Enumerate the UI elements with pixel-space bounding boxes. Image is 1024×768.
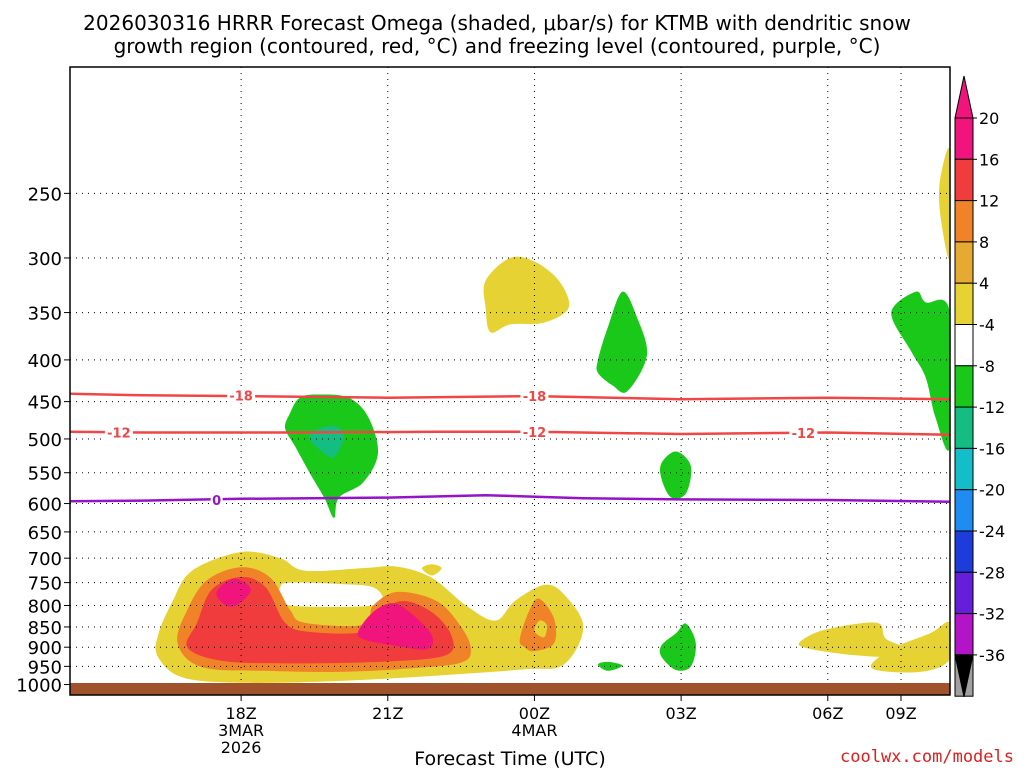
plot-frame — [69, 66, 951, 696]
colorbar-bottom-arrow — [954, 654, 974, 698]
y-tick-label-900: 900 — [28, 638, 62, 659]
colorbar-swatch-4 — [954, 282, 974, 326]
colorbar-label-1: 16 — [979, 150, 999, 169]
x-tick-label-03Z: 03Z — [665, 704, 696, 723]
contour-label-2: -12 — [107, 427, 131, 442]
contour-label-4: -12 — [792, 427, 816, 442]
contour-label-bg-5 — [210, 492, 223, 507]
colorbar-swatch-1 — [954, 158, 974, 202]
y-tick-label-250: 250 — [28, 184, 62, 205]
colorbar-swatch-12 — [954, 613, 974, 656]
x-tick-label-06Z: 06Z — [812, 704, 843, 723]
ground-strip — [70, 683, 950, 695]
colorbar-label-8: -16 — [979, 439, 1005, 458]
omega-region-pink-20-east — [357, 603, 434, 650]
x-tick-label-18Z-sub1: 3MAR — [218, 721, 264, 740]
chart-title-line1: 2026030316 HRRR Forecast Omega (shaded, … — [83, 11, 911, 35]
contour-label-0: -18 — [229, 389, 253, 404]
colorbar-label-4: 4 — [979, 274, 989, 293]
y-tick-label-350: 350 — [28, 304, 62, 325]
omega-shaded-regions — [155, 148, 950, 683]
omega-region-yellow-upper — [483, 256, 570, 333]
contour-label-bg-0 — [227, 388, 256, 403]
colorbar-label-9: -20 — [979, 481, 1005, 500]
contour-dendritic-top — [69, 392, 951, 401]
watermark: coolwx.com/models — [840, 747, 1014, 767]
contour-label-1: -18 — [523, 390, 547, 405]
x-tick-label-18Z-sub2: 2026 — [221, 738, 262, 757]
colorbar-label-12: -32 — [979, 605, 1005, 624]
omega-region-green-upper-east — [596, 291, 648, 393]
contour-freezing-level — [69, 493, 951, 504]
colorbar-swatch-8 — [954, 447, 974, 491]
colorbar-swatch-6 — [954, 365, 974, 408]
plot-area: -18 -18 -12 -12 -12 0 — [69, 66, 951, 696]
colorbar-label-3: 8 — [979, 233, 989, 252]
contour-label-bg-1 — [520, 389, 549, 404]
colorbar-swatch-2 — [954, 200, 974, 243]
y-tick-label-1000: 1000 — [16, 676, 62, 697]
colorbar-swatch-5 — [954, 324, 974, 367]
omega-region-pink-20-west — [216, 578, 251, 607]
colorbar-swatch-11 — [954, 571, 974, 615]
contour-label-3: -12 — [523, 426, 547, 441]
y-tick-label-700: 700 — [28, 549, 62, 570]
x-tick-label-00Z: 00Z — [519, 704, 550, 723]
omega-region-yellow-center — [422, 564, 442, 576]
y-axis: 2503003504004505005506006507007508008509… — [16, 184, 70, 697]
y-tick-label-300: 300 — [28, 249, 62, 270]
contour-labels: -18 -18 -12 -12 -12 0 — [104, 388, 818, 509]
colorbar-swatch-9 — [954, 489, 974, 532]
omega-region-teal-dendritic — [309, 425, 344, 458]
y-tick-label-850: 850 — [28, 618, 62, 639]
colorbar-label-5: -4 — [979, 316, 995, 335]
y-tick-label-550: 550 — [28, 464, 62, 485]
omega-region-yellow-top-right — [939, 148, 950, 260]
y-tick-label-750: 750 — [28, 574, 62, 595]
colorbar: 20 16 12 8 4 -4 -8 -12 -16 -20 -24 -28 -32 -36 — [954, 75, 1005, 698]
omega-region-green-right-edge — [891, 291, 950, 451]
colorbar-swatch-3 — [954, 241, 974, 284]
colorbar-top-arrow — [954, 75, 974, 119]
x-tick-label-18Z: 18Z — [225, 704, 256, 723]
colorbar-label-2: 12 — [979, 192, 999, 211]
x-tick-label-21Z: 21Z — [372, 704, 403, 723]
y-tick-label-500: 500 — [28, 430, 62, 451]
x-tick-label-00Z-sub1: 4MAR — [511, 721, 557, 740]
colorbar-swatch-10 — [954, 530, 974, 573]
y-tick-label-800: 800 — [28, 596, 62, 617]
contour-label-bg-3 — [520, 424, 549, 439]
omega-region-white-hole — [278, 582, 384, 607]
colorbar-label-7: -12 — [979, 398, 1005, 417]
contour-label-bg-4 — [789, 426, 818, 441]
y-tick-label-450: 450 — [28, 393, 62, 414]
y-tick-label-400: 400 — [28, 351, 62, 372]
x-axis-title: Forecast Time (UTC) — [414, 748, 605, 768]
y-tick-label-650: 650 — [28, 523, 62, 544]
colorbar-swatch-7 — [954, 406, 974, 449]
omega-region-green-low — [659, 623, 696, 671]
y-tick-label-950: 950 — [28, 657, 62, 678]
x-tick-label-09Z: 09Z — [885, 704, 916, 723]
contour-label-bg-2 — [104, 425, 133, 440]
omega-region-yellow-small-east — [534, 620, 547, 638]
colorbar-label-0: 20 — [979, 109, 999, 128]
colorbar-label-6: -8 — [979, 357, 995, 376]
colorbar-label-13: -36 — [979, 646, 1005, 665]
chart-title-line2: growth region (contoured, red, °C) and f… — [114, 34, 881, 58]
colorbar-swatch-0 — [954, 117, 974, 160]
colorbar-label-10: -24 — [979, 522, 1005, 541]
omega-region-green-mid — [660, 451, 692, 499]
colorbar-label-11: -28 — [979, 563, 1005, 582]
y-tick-label-600: 600 — [28, 495, 62, 516]
contour-label-5: 0 — [212, 494, 221, 509]
